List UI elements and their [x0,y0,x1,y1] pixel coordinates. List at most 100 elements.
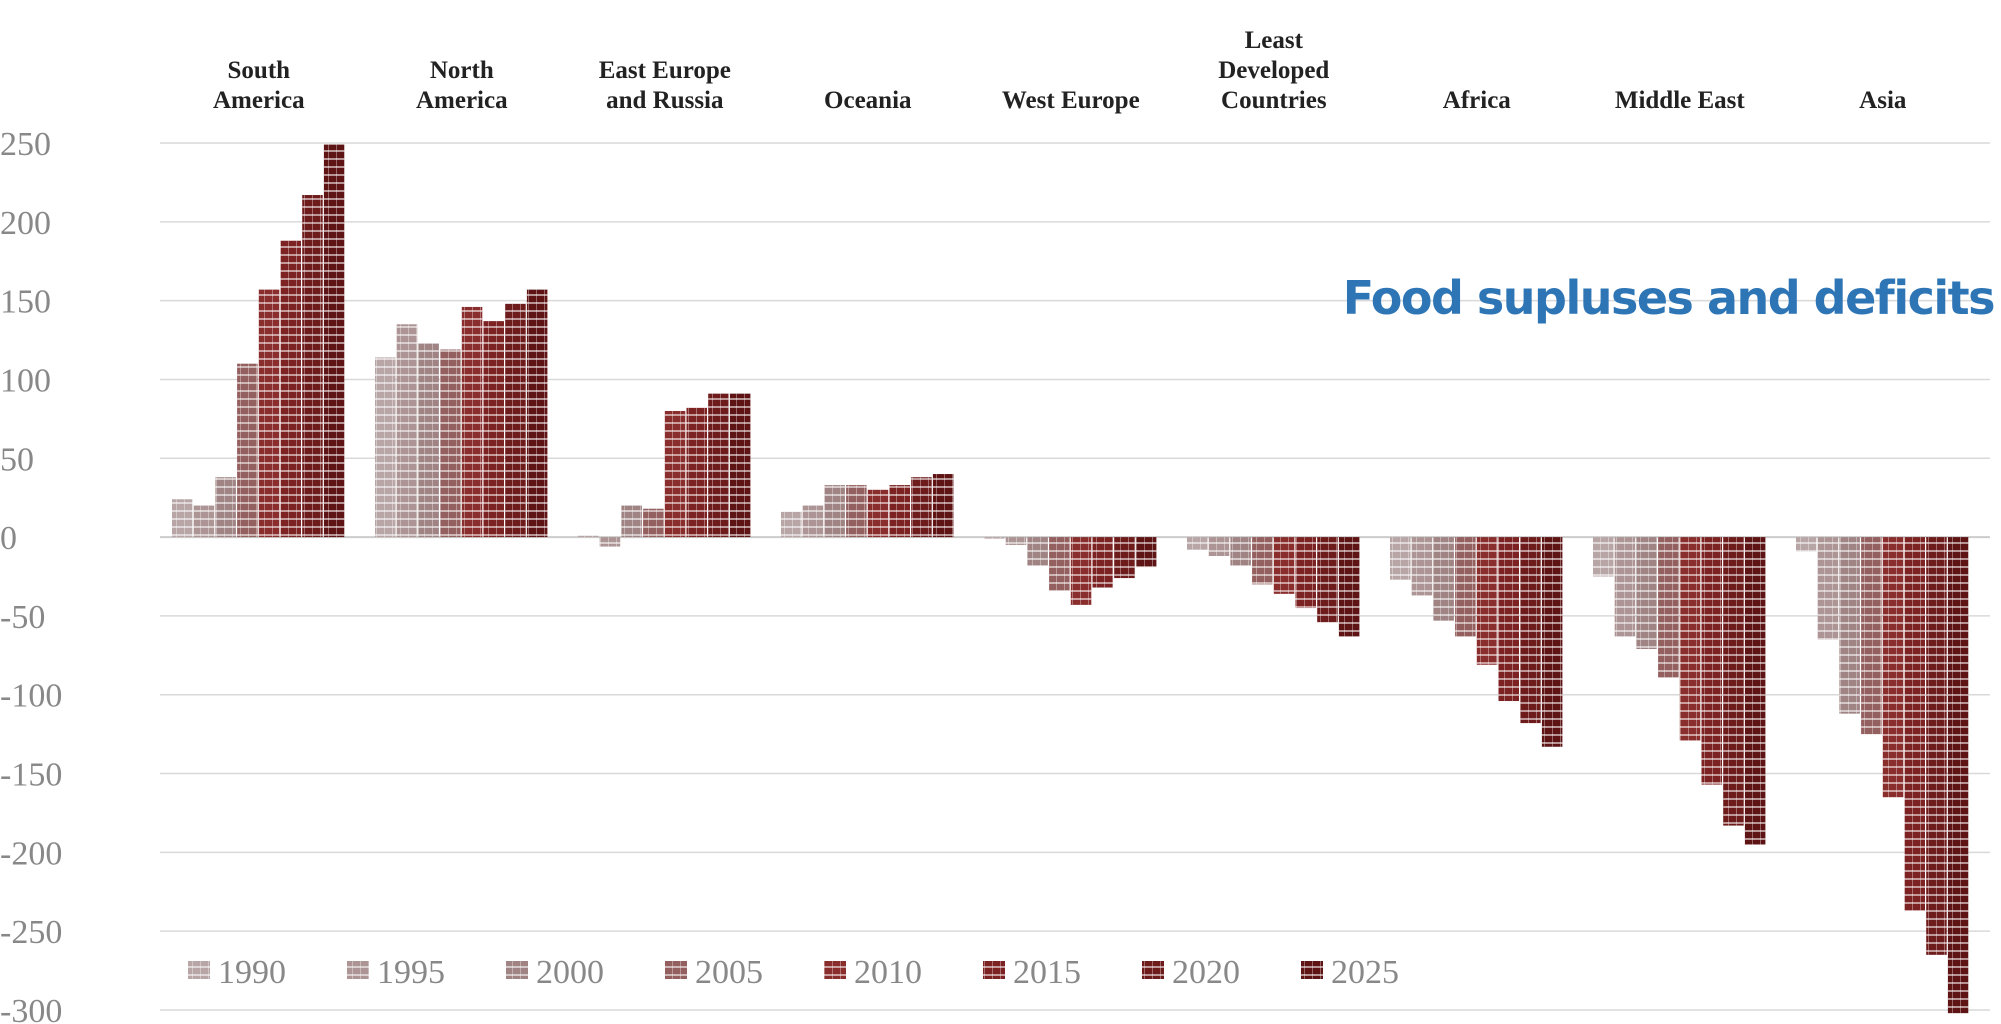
category-label-line: Asia [1859,87,1907,114]
bar-texture [1208,537,1230,557]
bar-texture [440,349,461,538]
bar [1839,537,1860,714]
bar-texture [1070,537,1092,605]
legend-label: 2015 [1013,954,1081,991]
bars [172,144,1969,1014]
bar [867,489,889,538]
bar [846,485,867,538]
bar [1614,537,1636,637]
bar-texture [280,240,301,538]
bar [1390,537,1411,580]
bar-texture [1947,537,1969,1014]
bar [1926,537,1947,955]
bar [1947,537,1969,1014]
bar [302,195,323,538]
bar-texture [1433,537,1454,621]
bar-texture [396,324,418,538]
bar [1005,537,1027,545]
legend-swatch-texture [824,961,846,979]
category-label-line: East Europe [599,57,731,84]
legend-item: 2015 [983,954,1081,991]
legend-swatch-texture [188,961,210,979]
legend-swatch-texture [347,961,369,979]
y-tick-label: 100 [0,362,51,399]
bar-texture [1904,537,1925,911]
bar-texture [215,477,236,538]
legend-label: 2010 [854,954,922,991]
bar-texture [375,357,396,538]
category-label-line: Middle East [1615,87,1746,114]
bar-texture [1839,537,1860,714]
bar [1636,537,1657,650]
bar-texture [323,144,345,538]
bar [1411,537,1433,596]
y-tick-label: -200 [0,835,62,872]
bar-texture [237,363,258,538]
bar [984,537,1005,539]
bar-texture [1817,537,1839,640]
bar [1723,537,1744,826]
bar-texture [846,485,867,538]
bar-texture [1295,537,1316,609]
bar [643,508,664,538]
bar-texture [1252,537,1273,585]
bar-texture [1273,537,1295,594]
bar-texture [418,343,439,538]
bar [1114,537,1135,579]
y-tick-label: -300 [0,993,62,1024]
bar-texture [1317,537,1338,623]
category-labels: South America North America East Europe and R… [213,27,1907,114]
category-label-line: Least [1245,27,1304,54]
bar-texture [461,306,483,538]
bar-texture [664,410,686,538]
bar-texture [932,474,954,538]
bar [1476,537,1498,665]
bar-texture [984,537,1005,539]
bar [824,485,845,538]
bar [1230,537,1251,566]
category-label: East Europe and Russia [599,57,731,114]
bar-texture [1027,537,1048,566]
legend-item: 1995 [347,954,445,991]
legend-swatch-texture [665,961,687,979]
legend-label: 2020 [1172,954,1240,991]
legend-label: 1990 [218,954,286,991]
category-label-line: North [430,57,494,84]
bar-texture [1744,537,1766,845]
bar [1027,537,1048,566]
bar [1520,537,1541,724]
legend-item: 2005 [665,954,763,991]
category-label: North America [416,57,508,114]
bar-texture [729,393,751,538]
legend-item: 2020 [1142,954,1240,991]
bar [505,303,526,538]
bar [1498,537,1519,702]
bar-texture [889,485,910,538]
bar [1744,537,1766,845]
legend-label: 2005 [695,954,763,991]
category-label: Oceania [824,87,912,114]
bar-texture [1135,537,1157,568]
bar-texture [911,477,932,538]
bar [258,289,280,538]
category-label: South America [213,57,305,114]
bar-texture [708,393,729,538]
bar-texture [1338,537,1360,637]
bar-texture [1049,537,1070,591]
y-tick-label: -100 [0,678,62,715]
bar [1135,537,1157,568]
category-label-line: Oceania [824,87,912,114]
bar-texture [599,537,621,547]
legend-swatch-texture [1301,961,1323,979]
bar-texture [193,505,215,538]
legend-item: 1990 [188,954,286,991]
category-label-line: and Russia [606,87,724,114]
bar [1455,537,1476,637]
bar [781,511,802,538]
bar-texture [1614,537,1636,637]
bar [708,393,729,538]
bar [1817,537,1839,640]
category-label-line: West Europe [1002,87,1140,114]
bar-texture [1679,537,1701,741]
